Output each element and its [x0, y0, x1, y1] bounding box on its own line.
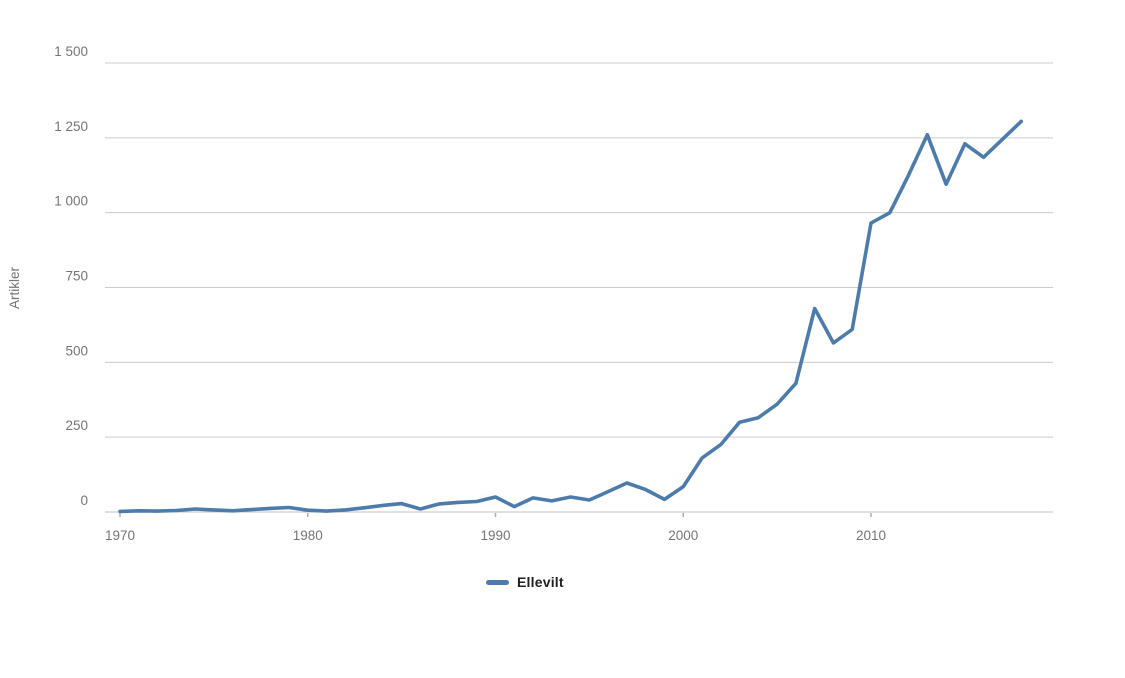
x-tick-label: 2010 — [856, 528, 886, 543]
legend-line-swatch-icon — [486, 579, 509, 585]
x-tick-label: 1990 — [480, 528, 510, 543]
x-tick-label: 1970 — [105, 528, 135, 543]
y-tick-label: 750 — [65, 269, 88, 284]
legend-label: Ellevilt — [517, 574, 564, 590]
x-tick-label: 1980 — [293, 528, 323, 543]
y-tick-label: 0 — [80, 493, 88, 508]
series-line-ellevilt[interactable] — [118, 119, 1024, 514]
y-tick-label: 1 000 — [54, 194, 88, 209]
x-tick-label: 2000 — [668, 528, 698, 543]
y-tick-label: 500 — [65, 343, 88, 358]
y-axis-title: Artikler — [7, 267, 22, 310]
y-tick-label: 1 250 — [54, 119, 88, 134]
x-tick-marks-group — [119, 513, 872, 517]
y-tick-label: 250 — [65, 418, 88, 433]
x-axis-tick-labels: 1970 1980 1990 2000 2010 — [105, 528, 886, 543]
legend: Ellevilt — [486, 575, 564, 589]
y-tick-label: 1 500 — [54, 44, 88, 59]
gridlines-group — [105, 62, 1053, 513]
y-axis-tick-labels: 0 250 500 750 1 000 1 250 1 500 — [54, 44, 88, 508]
